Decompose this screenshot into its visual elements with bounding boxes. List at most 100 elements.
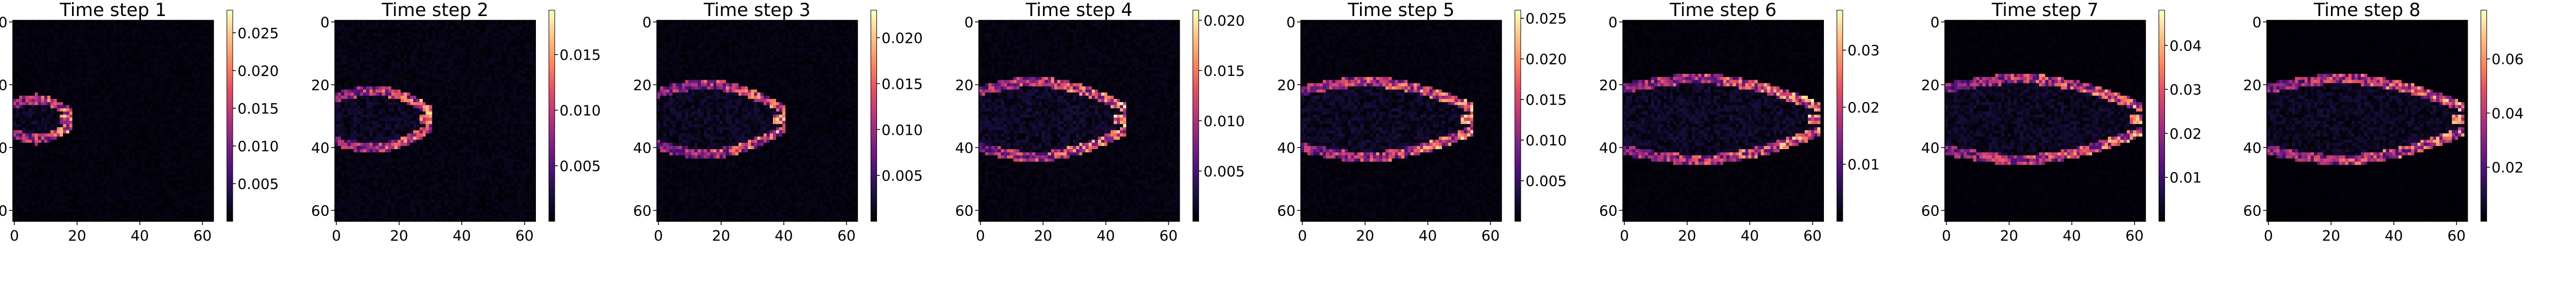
panel-title: Time step 1 xyxy=(59,0,167,21)
colorbar: 0.02 0.04 0.06 xyxy=(2480,10,2524,222)
y-tick-label: 0 xyxy=(1930,14,1939,31)
axes-frame xyxy=(1300,20,1502,222)
x-tick-label: 0 xyxy=(1942,228,1951,244)
colorbar-tick-label: 0.02 xyxy=(1847,99,1879,116)
colorbar-tick-label: 0.010 xyxy=(1204,113,1245,130)
colorbar-tick-label: 0.010 xyxy=(238,138,279,155)
y-tick-label: 40 xyxy=(955,140,973,157)
panel-title: Time step 2 xyxy=(381,0,488,21)
colorbar-tick-label: 0.06 xyxy=(2492,51,2524,68)
colorbar-tick-label: 0.025 xyxy=(238,25,279,42)
y-tick-label: 60 xyxy=(955,203,973,219)
colorbar: 0.005 0.010 0.015 xyxy=(548,10,601,222)
x-tick-label: 40 xyxy=(1097,228,1115,244)
y-tick-label: 20 xyxy=(0,77,7,94)
y-tick-label: 40 xyxy=(633,140,651,157)
colorbar-tick-label: 0.020 xyxy=(238,63,279,80)
axes-frame xyxy=(1622,20,1824,222)
x-tick-label: 20 xyxy=(2000,228,2018,244)
axes-frame xyxy=(12,20,214,222)
y-tick-label: 0 xyxy=(965,14,974,31)
colorbar: 0.01 0.02 0.03 0.04 xyxy=(2159,10,2202,222)
panel-3: Time step 30 20 40 6002040600.0050.0100.015… xyxy=(633,0,923,244)
y-tick-label: 60 xyxy=(311,203,329,219)
y-tick-label: 60 xyxy=(2243,203,2261,219)
heatmap-image xyxy=(1945,20,2146,222)
heatmap-image xyxy=(657,20,858,222)
colorbar-tick-label: 0.015 xyxy=(882,76,923,92)
y-tick-label: 60 xyxy=(1277,203,1295,219)
y-tick-label: 20 xyxy=(1277,77,1295,94)
colorbar-tick-label: 0.03 xyxy=(1847,43,1879,59)
colorbar: 0.005 0.010 0.015 0.020 0.025 xyxy=(226,10,279,222)
colorbar-tick-label: 0.005 xyxy=(559,158,600,175)
colorbar: 0.005 0.010 0.015 0.020 xyxy=(1192,10,1245,222)
x-tick-label: 60 xyxy=(1481,228,1499,244)
x-tick-label: 40 xyxy=(131,228,149,244)
colorbar-tick-label: 0.01 xyxy=(2170,170,2202,187)
x-tick-label: 40 xyxy=(775,228,793,244)
y-tick-label: 40 xyxy=(1921,140,1939,157)
colorbar-tick-label: 0.02 xyxy=(2492,160,2524,176)
x-tick-label: 40 xyxy=(2063,228,2081,244)
colorbar-tick-label: 0.015 xyxy=(559,47,600,64)
x-tick-label: 20 xyxy=(1356,228,1374,244)
x-tick-label: 0 xyxy=(654,228,663,244)
y-tick-label: 20 xyxy=(1599,77,1617,94)
x-tick-label: 0 xyxy=(10,228,19,244)
colorbar-tick-label: 0.01 xyxy=(1847,157,1879,173)
y-tick-label: 0 xyxy=(2253,14,2262,31)
colorbar-tick-label: 0.04 xyxy=(2170,38,2202,55)
axes-frame xyxy=(334,20,536,222)
heatmap-image xyxy=(1623,20,1824,222)
colorbar-tick-label: 0.010 xyxy=(1526,133,1567,149)
panel-title: Time step 3 xyxy=(704,0,811,21)
heatmap-image xyxy=(2266,20,2468,222)
heatmap-image xyxy=(978,20,1180,222)
y-tick-label: 20 xyxy=(2243,77,2261,94)
panel-title: Time step 6 xyxy=(1669,0,1776,21)
y-tick-label: 20 xyxy=(311,77,329,94)
y-tick-label: 0 xyxy=(1286,14,1295,31)
y-tick-label: 0 xyxy=(1608,14,1617,31)
panel-title: Time step 4 xyxy=(1025,0,1133,21)
colorbar-tick-label: 0.005 xyxy=(1204,164,1245,180)
x-tick-label: 0 xyxy=(2264,228,2273,244)
y-tick-label: 20 xyxy=(1921,77,1939,94)
panel-4: Time step 40 20 40 6002040600.0050.0100.015… xyxy=(955,0,1245,244)
panel-1: Time step 1020406002040600.0050.0100.015… xyxy=(0,0,279,244)
y-tick-label: 40 xyxy=(1277,140,1295,157)
x-tick-label: 40 xyxy=(453,228,471,244)
y-tick-label: 40 xyxy=(1599,140,1617,157)
axes-frame xyxy=(2266,20,2468,222)
heatmap-image xyxy=(335,20,536,222)
x-tick-label: 60 xyxy=(1804,228,1822,244)
x-tick-label: 60 xyxy=(516,228,534,244)
colorbar-tick-label: 0.005 xyxy=(238,176,279,192)
axes-frame xyxy=(978,20,1180,222)
x-tick-label: 20 xyxy=(1034,228,1052,244)
colorbar-tick-label: 0.03 xyxy=(2170,82,2202,98)
panel-7: Time step 70 20 40 6002040600.010.020.030.0… xyxy=(1921,0,2201,244)
y-tick-label: 40 xyxy=(0,140,7,157)
y-tick-label: 20 xyxy=(633,77,651,94)
x-tick-label: 20 xyxy=(1678,228,1696,244)
x-tick-label: 0 xyxy=(976,228,985,244)
y-tick-label: 60 xyxy=(633,203,651,219)
x-tick-label: 60 xyxy=(2447,228,2466,244)
colorbar-tick-label: 0.015 xyxy=(1526,92,1567,109)
y-tick-label: 0 xyxy=(642,14,651,31)
x-tick-label: 40 xyxy=(2385,228,2403,244)
y-tick-label: 0 xyxy=(320,14,329,31)
y-tick-label: 60 xyxy=(1921,203,1939,219)
y-tick-label: 40 xyxy=(2243,140,2261,157)
colorbar-tick-label: 0.010 xyxy=(882,122,923,138)
colorbar: 0.005 0.010 0.015 0.020 xyxy=(871,10,923,222)
x-tick-label: 0 xyxy=(1298,228,1307,244)
colorbar-tick-label: 0.025 xyxy=(1526,11,1567,27)
colorbar-tick-label: 0.015 xyxy=(238,101,279,117)
panel-5: Time step 50 20 40 6002040600.0050.0100.015… xyxy=(1277,0,1567,244)
